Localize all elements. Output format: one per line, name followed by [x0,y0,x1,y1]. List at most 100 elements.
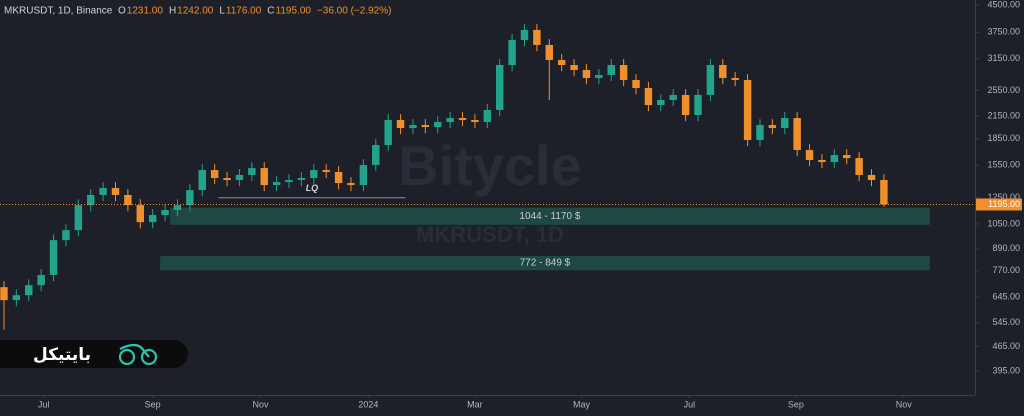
candle-body [260,168,268,186]
brand-name: بایتیکل [33,345,91,365]
candle-body [855,158,863,175]
candle-body [719,65,727,78]
candle-body [793,117,801,151]
candle-body [830,155,839,163]
candle-body [880,180,888,205]
candle-body [446,117,454,123]
header: MKRUSDT, 1D, Binance O 1231.00 H 1242.00 L 11… [4,6,391,17]
candle-body [818,160,826,163]
candle-body [62,230,70,241]
candle-body [657,99,665,106]
y-tick-label: 1250.00 [987,192,1020,202]
y-tick-label: 395.00 [992,365,1020,375]
y-tick-label: 890.00 [992,243,1020,253]
candle-body [632,79,640,89]
y-tick-label: 4500.00 [987,0,1020,9]
candle-body [0,287,8,301]
y-tick-label: 2150.00 [987,110,1020,120]
candle-body [334,171,343,184]
y-tick-label: 2550.00 [987,85,1020,95]
candle-body [347,183,355,186]
x-tick-label: Mar [467,399,483,409]
x-tick-label: May [573,399,591,409]
plot: 1044 - 1170 $ 772 - 849 $ LQ [0,24,975,330]
ohlc-value: 1176.00 [226,6,262,17]
x-tick-label: Sep [788,399,804,409]
candle-body [372,145,380,166]
y-tick-label: 545.00 [992,317,1020,327]
candle-body [99,188,107,195]
candle-body [756,125,764,141]
candle-body [124,194,132,206]
candle-body [248,168,256,175]
candle-body [421,125,430,128]
x-tick-label: Nov [896,399,913,409]
ohlc-value: 1231.00 [127,6,164,17]
candle-body [111,188,120,195]
liquidity-label: LQ [306,183,319,193]
candle-body [533,29,541,45]
candle-body [384,119,392,146]
ohlc-change: −36.00 (−2.92%) [317,6,392,17]
zone [160,255,930,271]
candle-body [644,88,653,106]
candle-body [681,94,690,115]
candle-body [272,182,281,186]
candle-body [409,125,417,129]
candle-body [669,94,677,100]
y-tick-label: 465.00 [992,341,1020,351]
candle-body [297,177,306,181]
brand-icon [118,343,158,366]
candle-body [520,29,529,40]
brand-badge: بایتیکل [0,340,188,368]
candle-body [359,165,368,186]
y-tick-label: 770.00 [992,265,1020,275]
candle-body [458,117,467,120]
candle-body [49,240,58,276]
candle-body [310,170,318,178]
candle-body [25,285,33,296]
y-tick-label: 3750.00 [987,27,1020,37]
candle-body [743,79,752,141]
candle-body [198,170,206,191]
symbol: MKRUSDT, 1D, Binance [4,6,113,17]
ohlc-value: 1242.00 [177,6,214,17]
candle-body [161,210,169,216]
candle-body [74,205,83,231]
x-tick-label: Nov [253,399,270,409]
watermark: MKRUSDT, 1D [416,222,564,247]
candle-body [223,177,231,181]
candle-body [210,170,219,178]
candle-body [582,69,591,78]
candle-body [483,109,492,123]
ohlc-key: H [169,6,176,17]
badge-bg [0,340,188,368]
x-tick-label: 2024 [358,399,378,409]
candle-body [805,150,814,161]
x-tick-label: Jul [684,399,696,409]
candle-body [136,205,145,223]
watermark: Bitycle [398,134,582,197]
zone-label: 772 - 849 $ [520,258,571,269]
candle-body [186,190,194,206]
candle-body [173,205,182,211]
candle-body [508,39,516,66]
candle-body [545,44,553,60]
candle-body [37,275,45,286]
last-price-tag [976,198,1022,211]
candle-body [570,65,578,70]
ohlc-key: O [118,6,126,17]
ohlc-key: C [267,6,274,17]
candle-body [694,94,702,115]
candle-body [87,194,95,206]
candle-body [843,155,851,159]
y-tick-label: 1550.00 [987,160,1020,170]
last-price-label: 1195.00 [988,199,1020,209]
y-tick-label: 645.00 [992,292,1020,302]
ohlc-key: L [219,6,225,17]
candle-body [607,65,615,75]
candle-body [781,117,789,129]
candle-body [768,125,777,129]
